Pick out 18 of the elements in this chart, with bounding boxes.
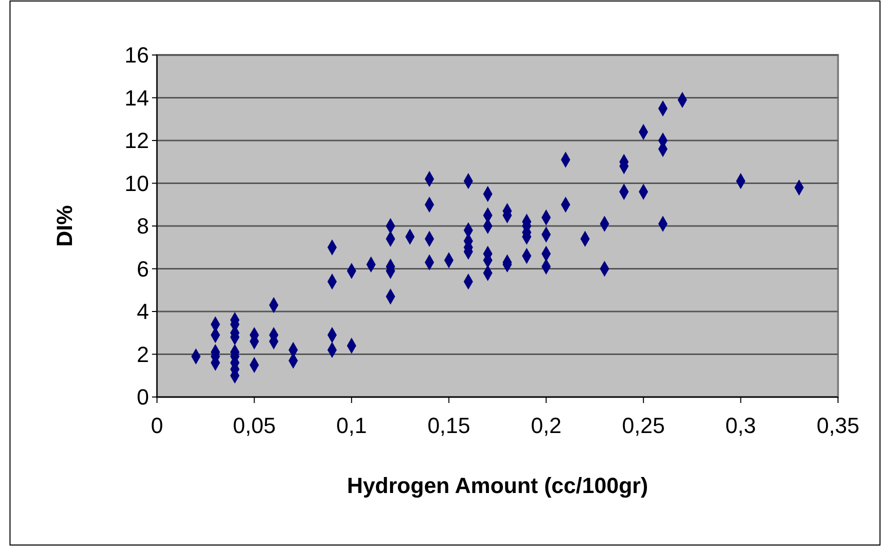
y-tick-label: 12 <box>124 128 149 154</box>
x-axis-title: Hydrogen Amount (cc/100gr) <box>346 473 648 498</box>
x-tick-label: 0,1 <box>336 413 367 438</box>
y-tick-label: 8 <box>136 214 149 239</box>
x-tick-label: 0,2 <box>530 413 562 438</box>
y-tick-label: 2 <box>136 342 149 367</box>
x-tick-label: 0,05 <box>232 413 276 438</box>
x-tick-label: 0,25 <box>622 413 665 438</box>
x-tick-label: 0,15 <box>427 413 470 438</box>
x-tick-label: 0,35 <box>816 413 860 438</box>
y-tick-label: 6 <box>136 256 149 282</box>
y-tick-label: 10 <box>124 170 149 196</box>
y-tick-label: 0 <box>136 384 149 410</box>
y-axis-title: DI% <box>52 205 77 247</box>
x-tick-label: 0,3 <box>725 413 756 438</box>
y-tick-label: 14 <box>124 85 149 110</box>
y-tick-label: 16 <box>124 42 149 68</box>
y-tick-label: 4 <box>136 299 149 324</box>
